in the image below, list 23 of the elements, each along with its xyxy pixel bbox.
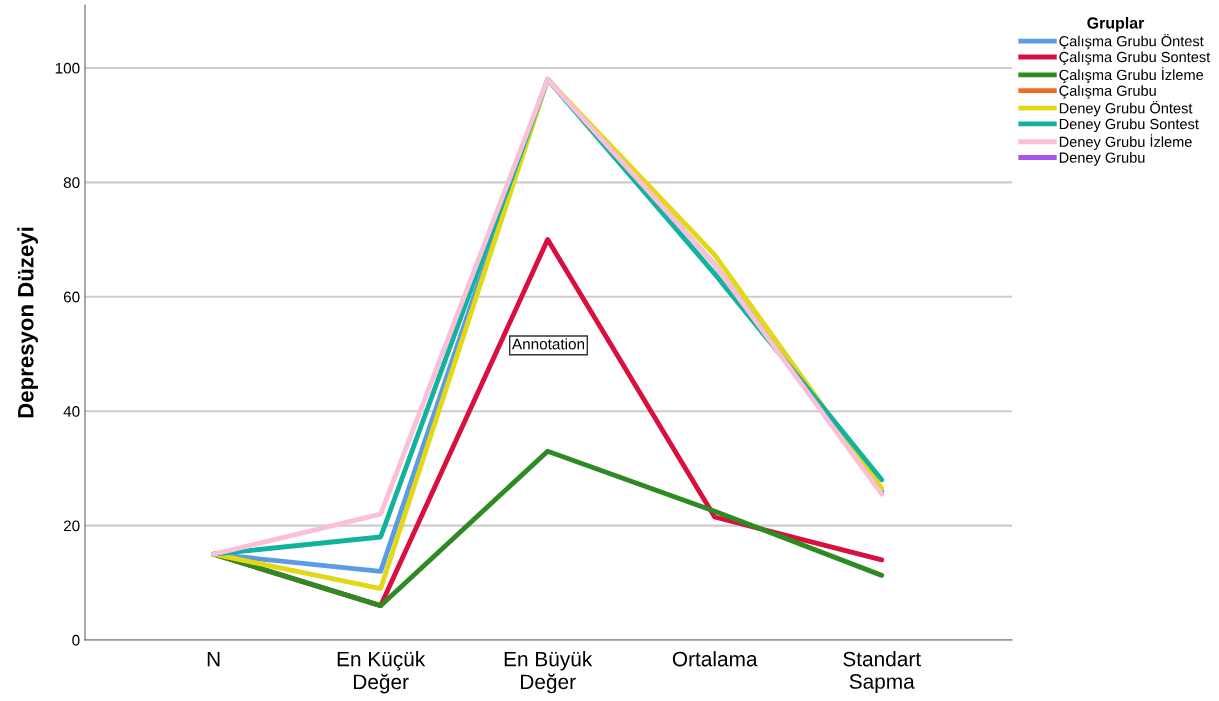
x-tick-label: En Küçük Değer (337, 651, 426, 694)
x-tick-label: Ortalama (672, 651, 758, 667)
legend-label: Deney Grubu (1059, 152, 1145, 166)
legend-label: Deney Grubu Sontest (1059, 118, 1199, 133)
x-tick-label: N (207, 651, 220, 667)
legend-label: Çalışma Grubu (1059, 85, 1156, 99)
x-tick-label: En Büyük Değer (504, 651, 593, 694)
y-tick-label: 20 (63, 520, 80, 532)
y-tick-label: 40 (63, 406, 80, 417)
y-tick-label: 80 (63, 177, 80, 189)
y-tick-label: 0 (72, 634, 80, 646)
legend-label: Çalışma Grubu Sontest (1059, 51, 1211, 66)
legend-label: Deney Grubu İzleme (1059, 134, 1192, 150)
line-series (211, 448, 885, 609)
legend-label: Çalışma Grubu Öntest (1059, 34, 1204, 50)
y-axis-title: Depresyon Düzeyi (17, 227, 38, 418)
annotation: Annotation (512, 338, 585, 350)
legend-title: Gruplar (1087, 16, 1145, 32)
legend-label: Deney Grubu Öntest (1059, 101, 1193, 117)
legend-label: Çalışma Grubu İzleme (1059, 67, 1204, 84)
x-tick-label: Standart Sapma (843, 651, 921, 693)
y-tick-label: 100 (55, 62, 80, 74)
y-tick-label: 60 (63, 291, 80, 303)
